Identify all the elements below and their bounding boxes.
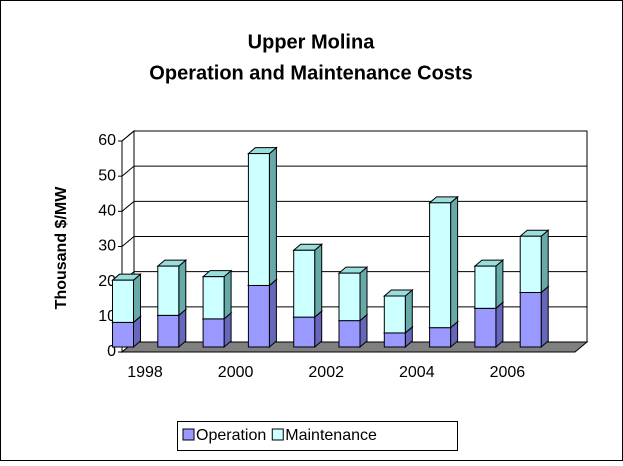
bar (247, 153, 270, 286)
bar (247, 284, 270, 348)
bar-side (450, 195, 459, 329)
bar-side (314, 243, 323, 319)
grid-line (121, 165, 587, 177)
bar (293, 249, 316, 318)
bar-side (540, 229, 549, 294)
bar-side (223, 269, 232, 320)
y-tick-label: 10 (98, 308, 116, 325)
bar (293, 316, 316, 348)
x-tick-label: 1998 (127, 364, 163, 381)
bar (429, 202, 452, 329)
bar (383, 295, 406, 334)
chart-title: Operation and Maintenance Costs (149, 62, 472, 84)
legend-swatch (271, 428, 284, 441)
y-tick-label: 40 (98, 203, 116, 220)
bar (112, 279, 134, 323)
legend-swatch (182, 428, 195, 441)
y-tick-label: 60 (98, 132, 116, 149)
bar-side (268, 146, 277, 287)
bar-side (495, 259, 504, 310)
bar-side (404, 288, 413, 335)
grid-line (121, 130, 587, 142)
bar (202, 318, 225, 348)
x-tick-label: 2002 (308, 364, 344, 381)
bar-side (495, 301, 504, 349)
y-axis-label: Thousand $/MW (53, 186, 70, 310)
bar (157, 314, 180, 348)
legend-label: Operation (196, 427, 266, 444)
bar (157, 265, 180, 316)
x-tick-label: 2006 (490, 364, 526, 381)
chart-title: Upper Molina (248, 31, 376, 53)
bar (474, 307, 497, 348)
y-tick-label: 50 (98, 167, 116, 184)
bar-side (178, 259, 187, 317)
bar-side (133, 273, 141, 324)
y-tick-label: 30 (98, 238, 116, 255)
bar (519, 291, 542, 348)
bar (112, 321, 134, 348)
bar (474, 265, 497, 309)
x-tick-label: 2000 (218, 364, 254, 381)
bar (429, 327, 452, 348)
bar (519, 235, 542, 293)
bar-side (268, 278, 277, 349)
y-tick-label: 0 (107, 343, 116, 360)
bar (202, 276, 225, 320)
x-tick-label: 2004 (399, 364, 435, 381)
bar-side (540, 285, 549, 349)
bar (338, 320, 361, 348)
bar (383, 332, 406, 348)
bar-side (359, 266, 368, 322)
y-tick-label: 20 (98, 273, 116, 290)
bar (338, 272, 361, 322)
legend (177, 421, 458, 451)
legend-label: Maintenance (285, 427, 377, 444)
